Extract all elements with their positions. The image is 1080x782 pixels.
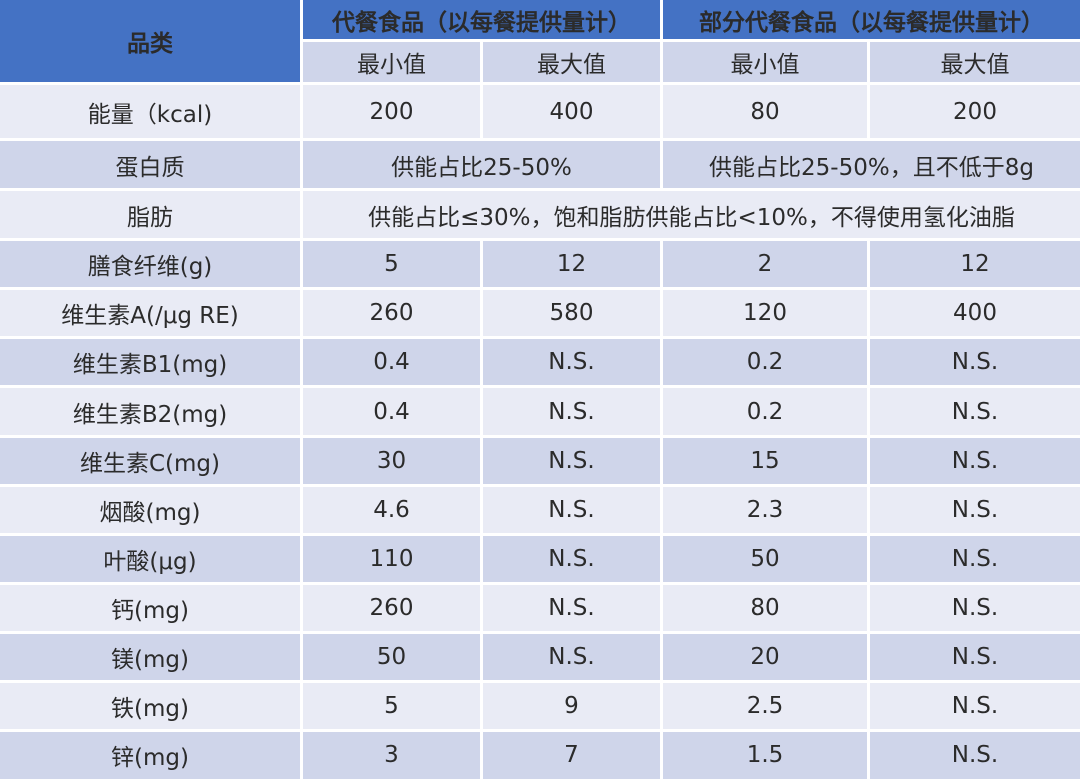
row-label: 钙(mg) xyxy=(0,584,303,634)
row-label: 锌(mg) xyxy=(0,731,303,782)
cell-value: N.S. xyxy=(870,437,1080,487)
cell-value: 200 xyxy=(870,85,1080,142)
cell-value: N.S. xyxy=(483,486,663,536)
row-label: 脂肪 xyxy=(0,191,303,242)
row-label: 铁(mg) xyxy=(0,682,303,732)
cell-value: 0.2 xyxy=(663,388,870,438)
cell-value: 20 xyxy=(663,633,870,683)
cell-value: 30 xyxy=(303,437,483,487)
cell-value: 110 xyxy=(303,535,483,585)
cell-value: 12 xyxy=(870,241,1080,291)
cell-value: N.S. xyxy=(870,486,1080,536)
cell-value: N.S. xyxy=(870,584,1080,634)
table-row: 镁(mg) 50 N.S. 20 N.S. xyxy=(0,633,1080,683)
row-label: 镁(mg) xyxy=(0,633,303,683)
cell-value: N.S. xyxy=(870,535,1080,585)
header-partial-meal-replacement: 部分代餐食品（以每餐提供量计） xyxy=(663,0,1080,43)
table-row: 叶酸(μg) 110 N.S. 50 N.S. xyxy=(0,535,1080,585)
cell-value: N.S. xyxy=(483,339,663,389)
cell-value: N.S. xyxy=(483,388,663,438)
cell-value: 供能占比25-50% xyxy=(303,141,663,192)
row-label: 维生素B2(mg) xyxy=(0,388,303,438)
row-label: 能量（kcal) xyxy=(0,85,303,142)
cell-value: 7 xyxy=(483,731,663,782)
row-label: 蛋白质 xyxy=(0,141,303,192)
cell-value: 9 xyxy=(483,682,663,732)
cell-value: 50 xyxy=(303,633,483,683)
cell-value: N.S. xyxy=(870,388,1080,438)
table-row: 烟酸(mg) 4.6 N.S. 2.3 N.S. xyxy=(0,486,1080,536)
row-label: 烟酸(mg) xyxy=(0,486,303,536)
table-row: 膳食纤维(g) 5 12 2 12 xyxy=(0,241,1080,291)
header-meal-replacement: 代餐食品（以每餐提供量计） xyxy=(303,0,663,43)
row-label: 维生素A(/μg RE) xyxy=(0,290,303,340)
cell-value: N.S. xyxy=(870,682,1080,732)
table-row: 维生素C(mg) 30 N.S. 15 N.S. xyxy=(0,437,1080,487)
table-row: 维生素B2(mg) 0.4 N.S. 0.2 N.S. xyxy=(0,388,1080,438)
cell-value: 12 xyxy=(483,241,663,291)
table-row: 钙(mg) 260 N.S. 80 N.S. xyxy=(0,584,1080,634)
header-meal-min: 最小值 xyxy=(303,42,483,86)
header-partial-max: 最大值 xyxy=(870,42,1080,86)
cell-value: 80 xyxy=(663,584,870,634)
cell-value: N.S. xyxy=(483,633,663,683)
cell-value: 50 xyxy=(663,535,870,585)
row-label: 膳食纤维(g) xyxy=(0,241,303,291)
table-row: 蛋白质 供能占比25-50% 供能占比25-50%，且不低于8g xyxy=(0,141,1080,192)
cell-value: 5 xyxy=(303,682,483,732)
row-label: 叶酸(μg) xyxy=(0,535,303,585)
cell-value: 2.3 xyxy=(663,486,870,536)
cell-value: 供能占比25-50%，且不低于8g xyxy=(663,141,1080,192)
table-row: 维生素A(/μg RE) 260 580 120 400 xyxy=(0,290,1080,340)
cell-value: 400 xyxy=(870,290,1080,340)
cell-value: 15 xyxy=(663,437,870,487)
cell-value: 供能占比≤30%，饱和脂肪供能占比<10%，不得使用氢化油脂 xyxy=(303,191,1080,242)
cell-value: 2.5 xyxy=(663,682,870,732)
cell-value: 260 xyxy=(303,290,483,340)
table-row: 能量（kcal) 200 400 80 200 xyxy=(0,85,1080,142)
cell-value: 200 xyxy=(303,85,483,142)
cell-value: 3 xyxy=(303,731,483,782)
cell-value: 5 xyxy=(303,241,483,291)
cell-value: 0.2 xyxy=(663,339,870,389)
cell-value: N.S. xyxy=(870,633,1080,683)
header-category: 品类 xyxy=(0,0,303,86)
cell-value: 4.6 xyxy=(303,486,483,536)
table-row: 铁(mg) 5 9 2.5 N.S. xyxy=(0,682,1080,732)
cell-value: 2 xyxy=(663,241,870,291)
header-partial-min: 最小值 xyxy=(663,42,870,86)
cell-value: 80 xyxy=(663,85,870,142)
header-meal-max: 最大值 xyxy=(483,42,663,86)
cell-value: 1.5 xyxy=(663,731,870,782)
cell-value: 120 xyxy=(663,290,870,340)
cell-value: N.S. xyxy=(483,535,663,585)
table-row: 脂肪 供能占比≤30%，饱和脂肪供能占比<10%，不得使用氢化油脂 xyxy=(0,191,1080,242)
cell-value: N.S. xyxy=(870,339,1080,389)
cell-value: N.S. xyxy=(483,584,663,634)
row-label: 维生素C(mg) xyxy=(0,437,303,487)
cell-value: N.S. xyxy=(483,437,663,487)
cell-value: 400 xyxy=(483,85,663,142)
cell-value: N.S. xyxy=(870,731,1080,782)
row-label: 维生素B1(mg) xyxy=(0,339,303,389)
cell-value: 580 xyxy=(483,290,663,340)
table-row: 维生素B1(mg) 0.4 N.S. 0.2 N.S. xyxy=(0,339,1080,389)
cell-value: 260 xyxy=(303,584,483,634)
table-row: 锌(mg) 3 7 1.5 N.S. xyxy=(0,731,1080,782)
cell-value: 0.4 xyxy=(303,388,483,438)
cell-value: 0.4 xyxy=(303,339,483,389)
